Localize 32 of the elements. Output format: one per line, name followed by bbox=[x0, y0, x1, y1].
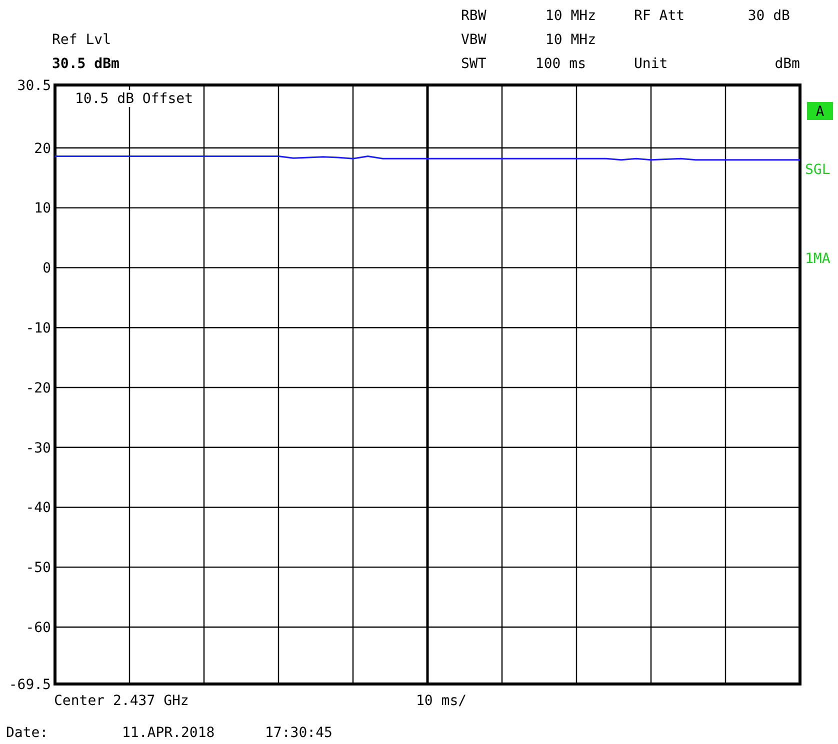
text: Unit bbox=[634, 56, 668, 72]
text: 17:30:45 bbox=[265, 725, 332, 741]
text: 30 dB bbox=[748, 8, 790, 24]
y-tick-label: -69.5 bbox=[8, 676, 51, 693]
text: Date: bbox=[6, 725, 48, 741]
text: VBW bbox=[461, 32, 487, 48]
text: A bbox=[816, 104, 825, 120]
text: 100 ms bbox=[535, 56, 586, 72]
text: RBW bbox=[461, 8, 487, 24]
text: RF Att bbox=[634, 8, 685, 24]
text: Ref Lvl bbox=[52, 32, 112, 48]
text: SGL bbox=[805, 162, 830, 178]
y-tick-label: -10 bbox=[26, 320, 51, 336]
y-tick-label: 10 bbox=[34, 200, 51, 217]
y-tick-label: 20 bbox=[34, 140, 51, 157]
text: dBm bbox=[774, 56, 800, 72]
text: 11.APR.2018 bbox=[122, 725, 215, 741]
text: 1MA bbox=[805, 251, 831, 267]
text: 10 ms/ bbox=[416, 693, 467, 709]
y-tick-label: 30.5 bbox=[17, 78, 51, 94]
y-tick-label: 0 bbox=[42, 260, 51, 277]
y-tick-label: -30 bbox=[26, 440, 51, 456]
text: SWT bbox=[461, 56, 487, 72]
y-tick-label: -60 bbox=[26, 620, 51, 636]
y-tick-label: -50 bbox=[26, 560, 51, 576]
text: Center 2.437 GHz bbox=[54, 693, 189, 709]
text: 30.5 dBm bbox=[52, 56, 120, 72]
text: 10 MHz bbox=[545, 32, 596, 48]
text: 10 MHz bbox=[545, 8, 596, 24]
y-tick-label: -20 bbox=[26, 380, 51, 396]
y-tick-label: -40 bbox=[26, 500, 51, 516]
annotation: 10.5 dB Offset bbox=[75, 91, 194, 107]
